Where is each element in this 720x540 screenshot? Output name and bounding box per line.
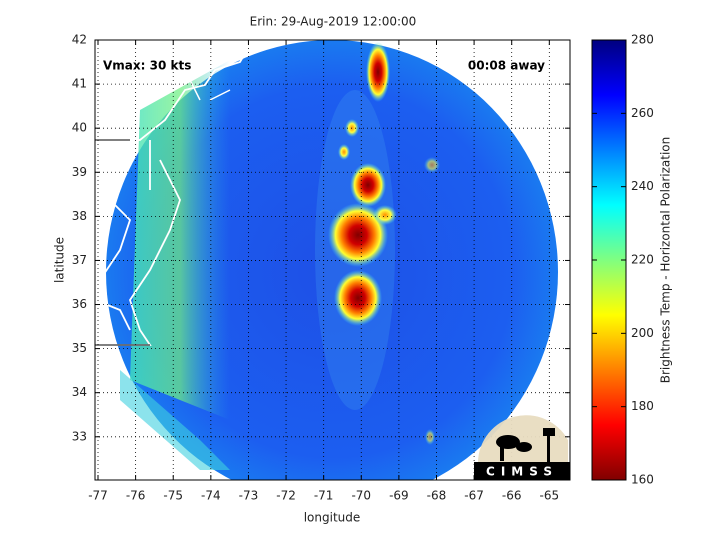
y-tick-label: 40 xyxy=(72,121,87,135)
y-tick-label: 38 xyxy=(72,209,87,223)
y-tick-label: 41 xyxy=(72,77,87,91)
x-tick-label: -70 xyxy=(351,489,371,503)
y-tick-label: 39 xyxy=(72,165,87,179)
chart-title: Erin: 29-Aug-2019 12:00:00 xyxy=(250,15,417,29)
x-tick-label: -74 xyxy=(201,489,221,503)
colorbar-tick-label: 200 xyxy=(631,326,654,340)
x-tick-label: -65 xyxy=(540,489,560,503)
logo: CIMSS xyxy=(474,415,570,480)
colorbar-tick-label: 240 xyxy=(631,179,654,193)
x-tick-label: -72 xyxy=(276,489,296,503)
vmax-label: Vmax: 30 kts xyxy=(103,59,191,73)
grid xyxy=(95,39,570,480)
x-tick-label: -75 xyxy=(163,489,183,503)
y-tick-label: 35 xyxy=(72,341,87,355)
x-tick-label: -76 xyxy=(126,489,146,503)
x-tick-label: -71 xyxy=(314,489,334,503)
y-tick-label: 37 xyxy=(72,253,87,267)
y-tick-label: 33 xyxy=(72,429,87,443)
x-tick-label: -66 xyxy=(502,489,522,503)
time-label: 00:08 away xyxy=(468,59,545,73)
colorbar xyxy=(591,39,627,481)
x-tick-label: -77 xyxy=(88,489,108,503)
x-axis-label: longitude xyxy=(304,511,361,525)
colorbar-tick-label: 260 xyxy=(631,106,654,120)
x-tick-label: -67 xyxy=(464,489,484,503)
x-tick-label: -69 xyxy=(389,489,409,503)
colorbar-tick-label: 280 xyxy=(631,33,654,47)
colorbar-tick-label: 180 xyxy=(631,399,654,413)
x-tick-label: -68 xyxy=(427,489,447,503)
colorbar-label: Brightness Temp - Horizontal Polarizatio… xyxy=(659,137,673,384)
y-tick-label: 36 xyxy=(72,297,87,311)
y-tick-label: 42 xyxy=(72,33,87,47)
x-tick-label: -73 xyxy=(239,489,259,503)
y-tick-label: 34 xyxy=(72,385,87,399)
logo-text: CIMSS xyxy=(486,465,558,479)
colorbar-tick-label: 160 xyxy=(631,473,654,487)
y-axis-label: latitude xyxy=(53,237,67,283)
swath-image xyxy=(95,40,558,480)
colorbar-tick-label: 220 xyxy=(631,253,654,267)
